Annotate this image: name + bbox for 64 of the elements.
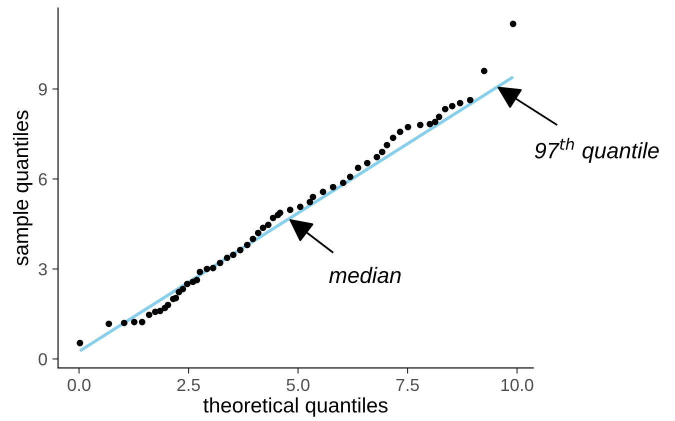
point [204, 266, 210, 272]
point [260, 224, 266, 232]
point [164, 302, 172, 308]
point [306, 198, 314, 206]
point [456, 100, 464, 106]
point [236, 246, 244, 254]
point [354, 164, 362, 172]
point [510, 20, 516, 28]
point [230, 252, 236, 258]
point [180, 286, 186, 292]
x-tick-label: 7.5 [396, 379, 419, 392]
point [320, 188, 326, 196]
x-tick-label: 2.5 [177, 378, 200, 392]
point [146, 312, 152, 318]
point [120, 320, 128, 326]
point [250, 236, 256, 242]
point [194, 276, 200, 284]
point [448, 102, 456, 110]
point [374, 154, 380, 160]
point [396, 128, 404, 136]
point [330, 184, 336, 190]
point [340, 180, 346, 186]
annotation: 97$^{th}$ quantile [534, 138, 659, 163]
y-axis-title: sample quantiles [13, 110, 32, 266]
point [416, 122, 424, 128]
point [224, 254, 230, 262]
point [196, 268, 204, 276]
point [426, 120, 434, 128]
y-tick-label: 9 [38, 83, 47, 96]
y-tick-label: 3 [38, 263, 47, 276]
point [270, 214, 276, 222]
point [378, 148, 386, 156]
point [265, 222, 272, 228]
x-tick-label: 5.0 [286, 378, 310, 392]
point [404, 124, 412, 130]
point [138, 318, 146, 326]
y-tick-label: 0 [38, 353, 47, 366]
point [106, 320, 112, 328]
point [184, 280, 191, 288]
x-tick-label: 0.0 [68, 378, 90, 392]
point [432, 118, 438, 126]
point [286, 206, 294, 214]
point [480, 68, 488, 74]
point [364, 160, 371, 166]
point [442, 106, 448, 112]
x-tick-label: 10.0 [501, 378, 534, 392]
point [436, 114, 442, 120]
point [296, 204, 304, 210]
point [310, 194, 316, 200]
x-axis-title: theoretical quantiles [203, 397, 388, 417]
point [156, 308, 164, 314]
point [210, 264, 216, 272]
point [172, 294, 180, 302]
point [216, 260, 224, 266]
point [390, 134, 396, 142]
y-tick-label: 6 [38, 173, 47, 186]
point [466, 96, 474, 104]
point [384, 142, 390, 148]
point [346, 174, 354, 180]
point [76, 340, 84, 346]
point [131, 318, 138, 326]
annotation: median [329, 266, 401, 284]
point [254, 230, 262, 236]
point [244, 242, 251, 248]
